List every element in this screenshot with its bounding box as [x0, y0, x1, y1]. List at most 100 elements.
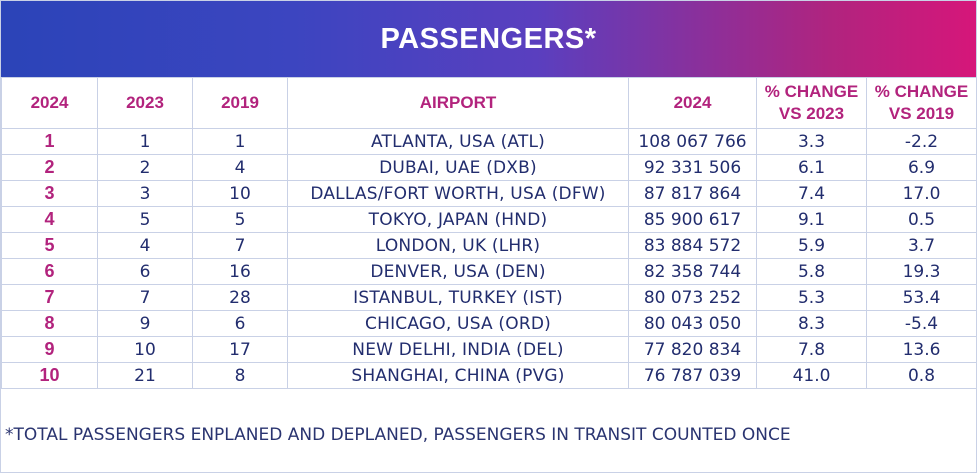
- rank-2019-cell: 5: [192, 206, 288, 233]
- rank-2023-cell: 6: [97, 258, 193, 285]
- header-label-line: % CHANGE: [874, 82, 969, 101]
- change-vs-2019-cell: 13.6: [866, 336, 977, 363]
- passengers-2024-cell: 92 331 506: [628, 154, 757, 181]
- rank-2019-cell: 17: [192, 336, 288, 363]
- change-vs-2019-cell: 53.4: [866, 284, 977, 311]
- header-label-line: 2024: [673, 93, 712, 112]
- change-vs-2019-cell: 0.5: [866, 206, 977, 233]
- rank-2023-cell: 21: [97, 362, 193, 389]
- table-row: 9 10 17 NEW DELHI, INDIA (DEL) 77 820 834 7.8…: [1, 336, 977, 363]
- table-row: 7 7 28 ISTANBUL, TURKEY (IST) 80 073 252 5.3 5…: [1, 284, 977, 311]
- rank-2024-cell: 2: [1, 154, 98, 181]
- airport-cell: DALLAS/FORT WORTH, USA (DFW): [287, 180, 629, 207]
- rank-2024-cell: 8: [1, 310, 98, 337]
- header-label-line: 2023: [126, 93, 164, 112]
- rank-2024-cell: 10: [1, 362, 98, 389]
- airport-cell: DUBAI, UAE (DXB): [287, 154, 629, 181]
- change-vs-2023-cell: 6.1: [756, 154, 867, 181]
- change-vs-2023-header: % CHANGE VS 2023: [756, 77, 867, 129]
- rank-2024-cell: 4: [1, 206, 98, 233]
- change-vs-2023-cell: 5.3: [756, 284, 867, 311]
- rank-2019-cell: 16: [192, 258, 288, 285]
- change-vs-2023-cell: 5.8: [756, 258, 867, 285]
- rank-2019-header: 2019: [192, 77, 288, 129]
- passengers-2024-cell: 82 358 744: [628, 258, 757, 285]
- airport-cell: DENVER, USA (DEN): [287, 258, 629, 285]
- change-vs-2023-cell: 9.1: [756, 206, 867, 233]
- change-vs-2019-cell: 19.3: [866, 258, 977, 285]
- page-title: PASSENGERS*: [380, 22, 597, 55]
- change-vs-2019-header: % CHANGE VS 2019: [866, 77, 977, 129]
- change-vs-2019-cell: 6.9: [866, 154, 977, 181]
- change-vs-2023-cell: 41.0: [756, 362, 867, 389]
- change-vs-2019-cell: 17.0: [866, 180, 977, 207]
- change-vs-2023-cell: 7.8: [756, 336, 867, 363]
- header-label-line: % CHANGE: [764, 82, 859, 101]
- airport-header: AIRPORT: [287, 77, 629, 129]
- passengers-2024-cell: 76 787 039: [628, 362, 757, 389]
- header-label-line: 2019: [221, 93, 259, 112]
- rank-2019-cell: 28: [192, 284, 288, 311]
- rank-2024-cell: 1: [1, 128, 98, 155]
- table-row: 8 9 6 CHICAGO, USA (ORD) 80 043 050 8.3 -5.4: [1, 310, 977, 337]
- table-body: 1 1 1 ATLANTA, USA (ATL) 108 067 766 3.3 -2.2 2…: [1, 128, 977, 389]
- airport-cell: SHANGHAI, CHINA (PVG): [287, 362, 629, 389]
- table-row: 1 1 1 ATLANTA, USA (ATL) 108 067 766 3.3 -2.2: [1, 128, 977, 155]
- rank-2019-cell: 10: [192, 180, 288, 207]
- table-row: 4 5 5 TOKYO, JAPAN (HND) 85 900 617 9.1 0.5: [1, 206, 977, 233]
- passengers-2024-cell: 83 884 572: [628, 232, 757, 259]
- header-label-line: VS 2023: [778, 104, 845, 123]
- passengers-2024-cell: 80 073 252: [628, 284, 757, 311]
- header-label-line: AIRPORT: [419, 93, 497, 112]
- rank-2024-cell: 7: [1, 284, 98, 311]
- footnote: *TOTAL PASSENGERS ENPLANED AND DEPLANED,…: [5, 425, 791, 445]
- table-row: 2 2 4 DUBAI, UAE (DXB) 92 331 506 6.1 6.9: [1, 154, 977, 181]
- change-vs-2019-cell: -5.4: [866, 310, 977, 337]
- rank-2019-cell: 6: [192, 310, 288, 337]
- table-row: 3 3 10 DALLAS/FORT WORTH, USA (DFW) 87 817 8…: [1, 180, 977, 207]
- airport-cell: TOKYO, JAPAN (HND): [287, 206, 629, 233]
- rank-2024-cell: 9: [1, 336, 98, 363]
- rank-2023-header: 2023: [97, 77, 193, 129]
- passengers-2024-cell: 77 820 834: [628, 336, 757, 363]
- table-header-row: 2024 2023 2019 AIRPORT 2024% CHANGE VS 2023% …: [1, 77, 977, 129]
- airport-ranking-table: 2024 2023 2019 AIRPORT 2024% CHANGE VS 2023% …: [1, 77, 977, 389]
- title-banner: PASSENGERS*: [1, 1, 976, 77]
- rank-2024-cell: 3: [1, 180, 98, 207]
- passengers-2024-cell: 108 067 766: [628, 128, 757, 155]
- passengers-2024-cell: 85 900 617: [628, 206, 757, 233]
- rank-2023-cell: 4: [97, 232, 193, 259]
- header-label-line: VS 2019: [888, 104, 955, 123]
- rank-2024-cell: 5: [1, 232, 98, 259]
- rank-2023-cell: 7: [97, 284, 193, 311]
- passengers-2024-header: 2024: [628, 77, 757, 129]
- change-vs-2019-cell: 0.8: [866, 362, 977, 389]
- table-row: 10 21 8 SHANGHAI, CHINA (PVG) 76 787 039 41.0…: [1, 362, 977, 389]
- change-vs-2023-cell: 3.3: [756, 128, 867, 155]
- change-vs-2023-cell: 5.9: [756, 232, 867, 259]
- rank-2024-cell: 6: [1, 258, 98, 285]
- airport-cell: LONDON, UK (LHR): [287, 232, 629, 259]
- airport-cell: ATLANTA, USA (ATL): [287, 128, 629, 155]
- passengers-2024-cell: 80 043 050: [628, 310, 757, 337]
- table-row: 5 4 7 LONDON, UK (LHR) 83 884 572 5.9 3.7: [1, 232, 977, 259]
- airport-cell: NEW DELHI, INDIA (DEL): [287, 336, 629, 363]
- airport-cell: CHICAGO, USA (ORD): [287, 310, 629, 337]
- rank-2023-cell: 1: [97, 128, 193, 155]
- rank-2023-cell: 2: [97, 154, 193, 181]
- passengers-2024-cell: 87 817 864: [628, 180, 757, 207]
- table-row: 6 6 16 DENVER, USA (DEN) 82 358 744 5.8 19.3: [1, 258, 977, 285]
- rank-2019-cell: 1: [192, 128, 288, 155]
- rank-2019-cell: 7: [192, 232, 288, 259]
- rank-2023-cell: 3: [97, 180, 193, 207]
- change-vs-2023-cell: 8.3: [756, 310, 867, 337]
- rank-2023-cell: 9: [97, 310, 193, 337]
- rank-2024-header: 2024: [1, 77, 98, 129]
- change-vs-2019-cell: 3.7: [866, 232, 977, 259]
- change-vs-2019-cell: -2.2: [866, 128, 977, 155]
- airport-cell: ISTANBUL, TURKEY (IST): [287, 284, 629, 311]
- change-vs-2023-cell: 7.4: [756, 180, 867, 207]
- rank-2019-cell: 8: [192, 362, 288, 389]
- header-label-line: 2024: [30, 93, 69, 112]
